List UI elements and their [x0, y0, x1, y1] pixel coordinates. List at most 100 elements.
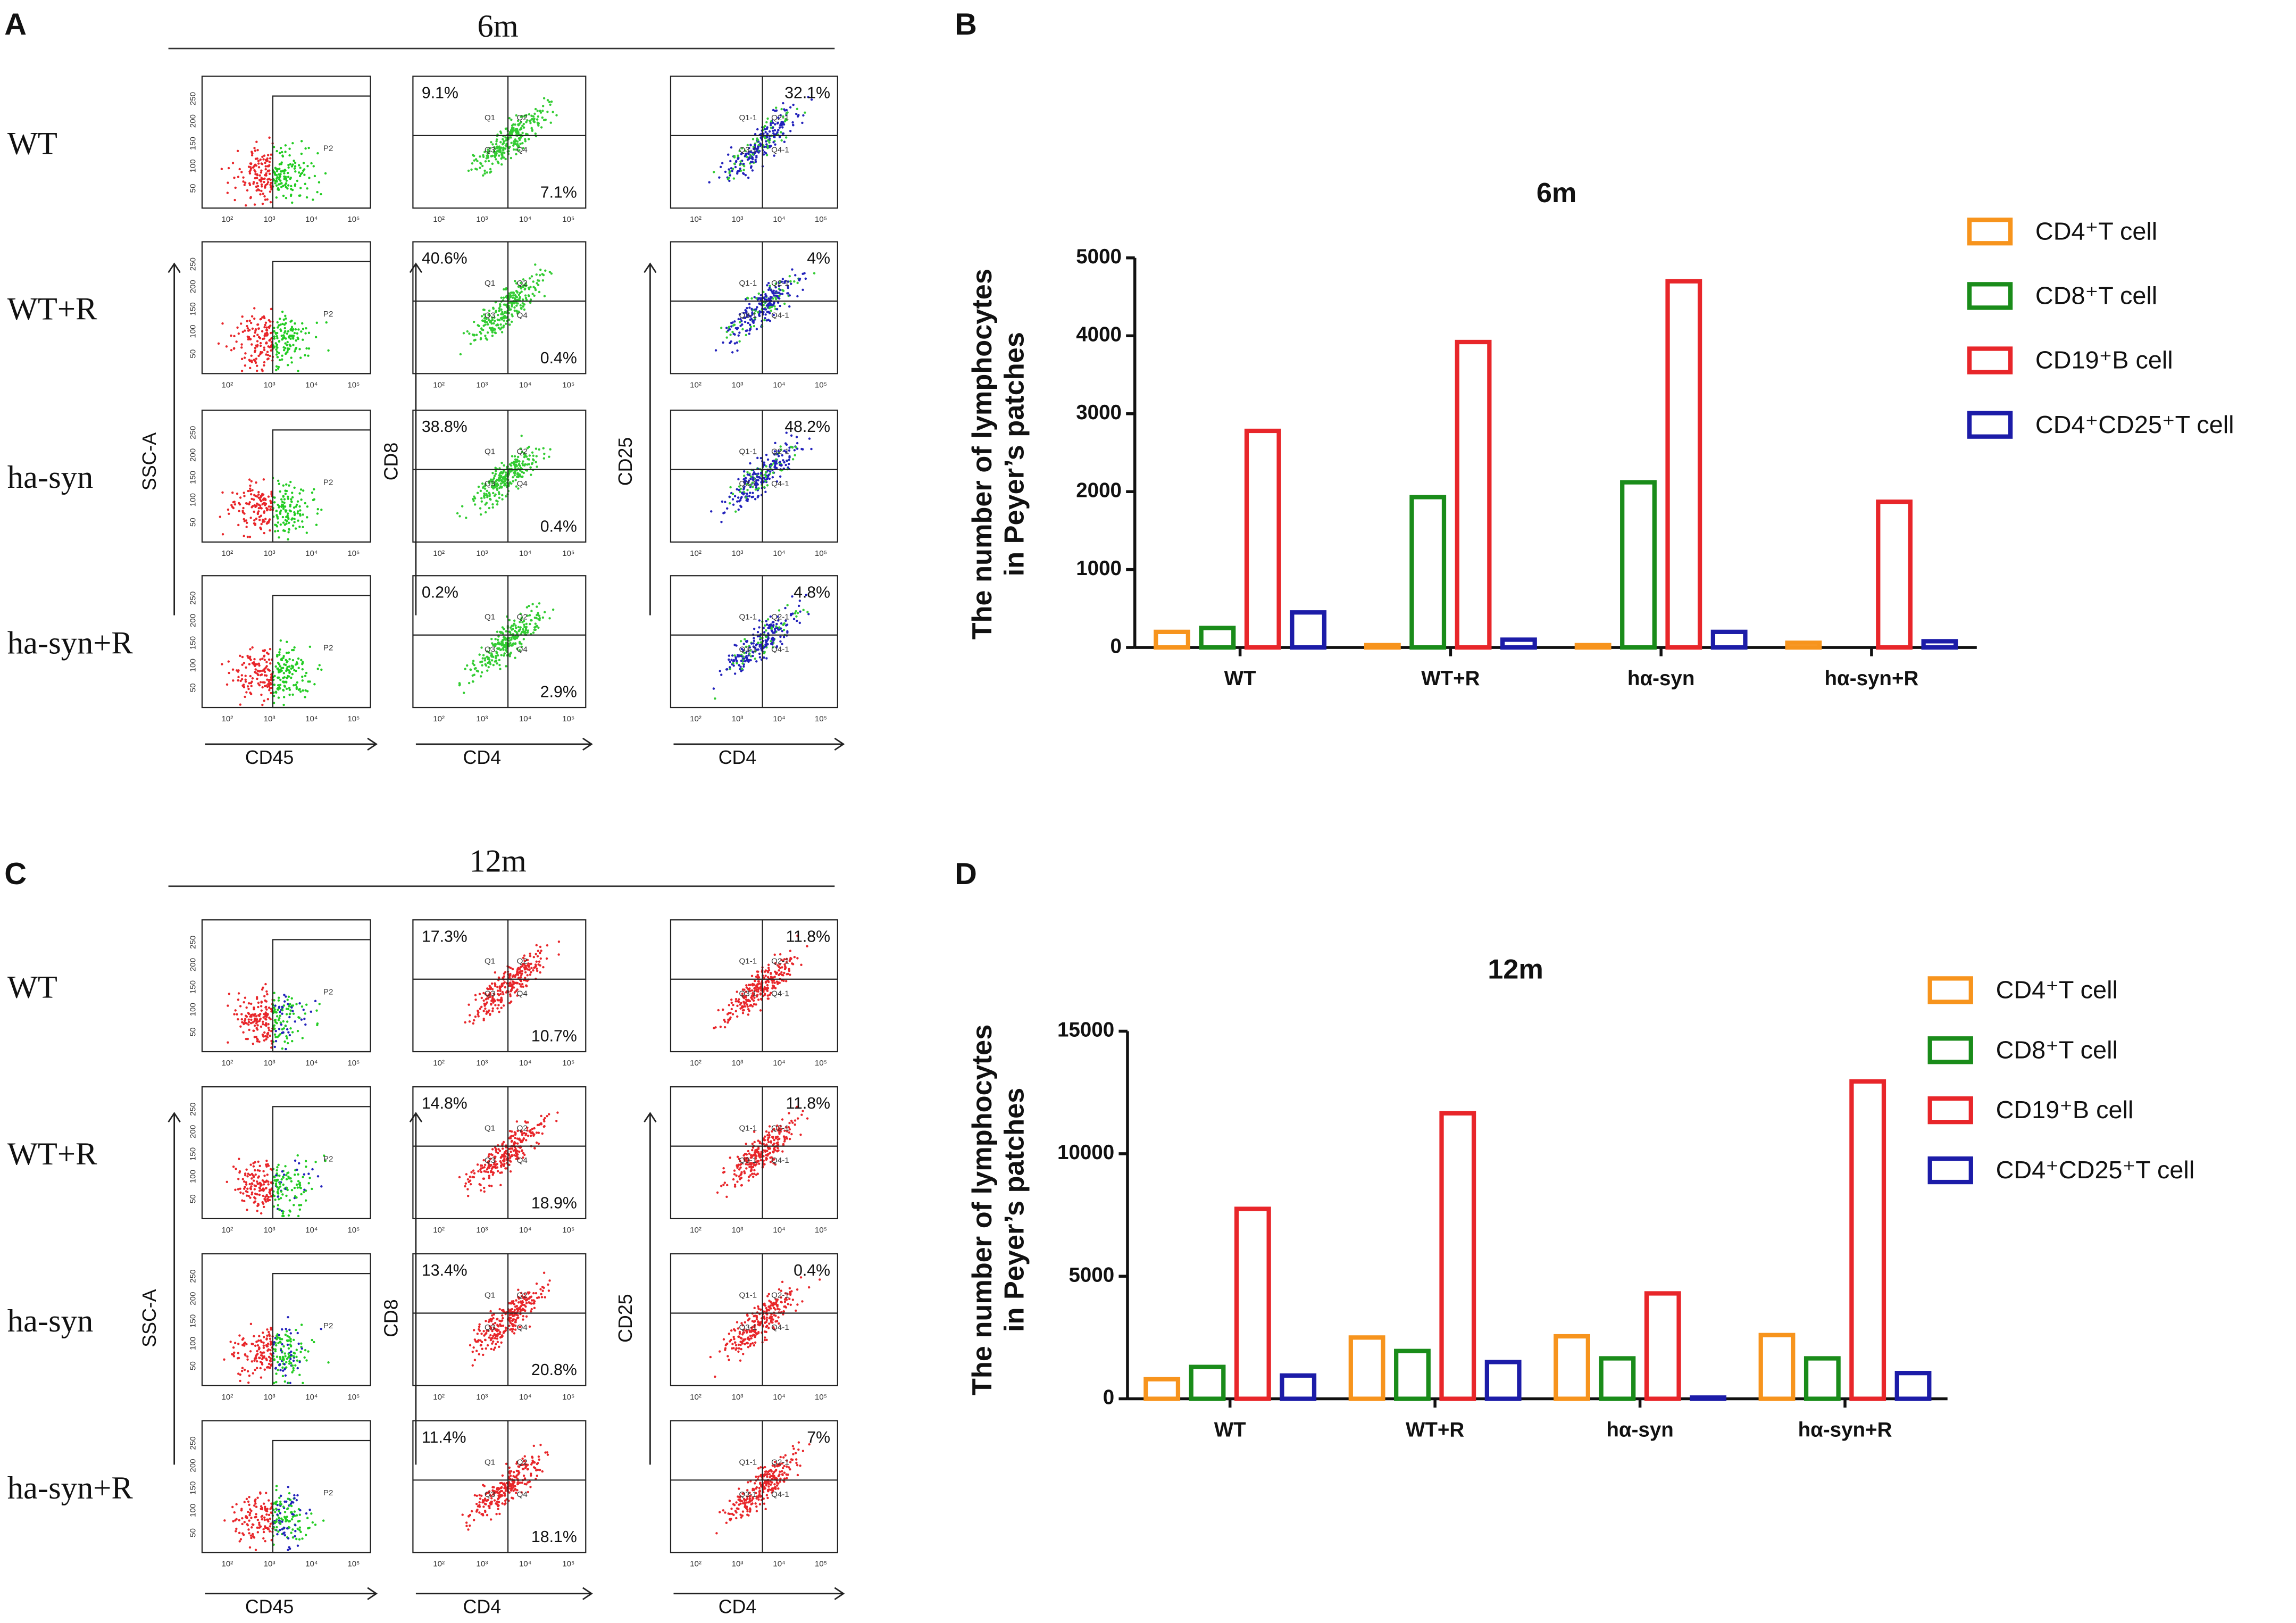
event-dot [287, 176, 290, 178]
event-dot [260, 189, 263, 193]
event-dot [518, 629, 521, 632]
event-dot [770, 1141, 773, 1144]
percent-label: 4.8% [794, 584, 830, 601]
event-dot [505, 288, 507, 291]
event-dot [251, 1183, 254, 1186]
event-dot [497, 1152, 499, 1154]
event-dot [759, 1009, 762, 1012]
y-tick-label: 200 [188, 614, 197, 627]
event-dot [751, 313, 754, 316]
event-dot [763, 1139, 766, 1142]
event-dot [772, 289, 775, 292]
event-dot [784, 606, 787, 610]
event-dot [275, 1011, 278, 1014]
event-dot [503, 152, 506, 154]
event-dot [737, 334, 740, 337]
event-dot [741, 1012, 745, 1014]
event-dot [480, 1005, 483, 1008]
event-dot [514, 295, 517, 297]
event-dot [490, 982, 494, 985]
event-dot [784, 136, 788, 139]
event-dot [251, 489, 254, 492]
event-dot [538, 617, 541, 620]
event-dot [763, 976, 766, 979]
event-dot [745, 998, 748, 1001]
event-dot [503, 319, 505, 322]
event-dot [246, 502, 248, 505]
event-dot [259, 1018, 262, 1021]
event-dot [295, 503, 298, 506]
event-dot [270, 1030, 273, 1033]
event-dot [549, 103, 552, 106]
event-dot [510, 1160, 512, 1163]
event-dot [736, 1164, 738, 1167]
event-dot [472, 680, 474, 683]
event-dot [256, 677, 258, 680]
event-dot [529, 298, 532, 301]
event-dot [549, 121, 552, 124]
event-dot [734, 1010, 737, 1012]
event-dot [257, 682, 260, 685]
event-dot [734, 656, 737, 659]
event-dot [772, 639, 775, 642]
event-dot [306, 516, 308, 519]
event-dot [796, 957, 799, 960]
event-dot [469, 1175, 471, 1178]
event-dot [546, 1114, 548, 1118]
event-dot [291, 1031, 294, 1034]
event-dot [552, 608, 555, 611]
event-dot [230, 504, 233, 506]
event-dot [537, 284, 540, 286]
event-dot [774, 630, 777, 632]
event-dot [752, 145, 755, 148]
event-dot [240, 1013, 243, 1016]
event-dot [260, 693, 263, 696]
event-dot [249, 487, 252, 490]
event-dot [767, 288, 770, 292]
event-dot [492, 1001, 495, 1004]
event-dot [749, 151, 753, 153]
event-dot [782, 115, 784, 118]
event-dot [781, 1118, 784, 1121]
event-dot [254, 329, 257, 332]
event-dot [268, 1198, 271, 1202]
event-dot [521, 475, 524, 478]
event-dot [259, 506, 262, 509]
event-dot [236, 326, 239, 329]
event-dot [763, 656, 765, 659]
event-dot [500, 326, 503, 329]
event-dot [255, 1360, 258, 1363]
event-dot [298, 526, 301, 528]
event-dot [765, 1130, 768, 1133]
event-dot [536, 605, 538, 608]
event-dot [772, 313, 775, 317]
event-dot [757, 311, 759, 314]
event-dot [463, 692, 465, 694]
event-dot [285, 652, 288, 654]
event-dot [783, 622, 786, 625]
event-dot [288, 675, 290, 678]
event-dot [282, 318, 286, 321]
event-dot [524, 631, 527, 634]
event-dot [790, 282, 792, 285]
event-dot [736, 172, 739, 175]
event-dot [501, 494, 504, 497]
x-tick-label: 10⁵ [815, 1226, 827, 1235]
event-dot [514, 128, 517, 131]
event-dot [487, 160, 490, 163]
event-dot [497, 994, 500, 996]
event-dot [728, 666, 731, 669]
event-dot [813, 272, 816, 274]
event-dot [782, 123, 786, 126]
event-dot [254, 1185, 257, 1187]
event-dot [729, 334, 732, 336]
event-dot [284, 144, 287, 147]
event-dot [252, 498, 255, 501]
event-dot [251, 680, 253, 683]
event-dot [767, 969, 771, 972]
percent-label: 7.1% [540, 184, 577, 202]
event-dot [262, 1183, 265, 1186]
event-dot [733, 342, 737, 345]
event-dot [290, 1180, 293, 1183]
